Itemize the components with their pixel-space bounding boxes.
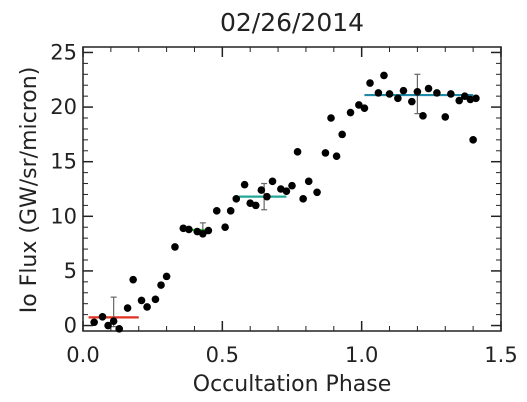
data-point — [313, 188, 321, 197]
x-axis-ticks: 0.0 0.5 1.0 1.5 — [66, 47, 518, 367]
data-point — [413, 87, 422, 96]
bin-average-segments — [88, 93, 474, 319]
data-point — [346, 108, 355, 117]
error-bars — [110, 73, 421, 328]
data-point — [399, 86, 408, 95]
data-point — [460, 92, 469, 100]
data-point — [171, 243, 179, 251]
data-point — [151, 295, 160, 304]
data-point — [157, 281, 165, 289]
data-point — [441, 113, 450, 121]
plot-frame — [82, 46, 502, 332]
data-point — [104, 321, 112, 330]
data-point — [90, 318, 98, 327]
data-point — [115, 325, 124, 333]
data-point — [321, 149, 330, 157]
data-point — [143, 303, 151, 311]
data-point — [288, 181, 296, 190]
y-tick-label: 10 — [50, 204, 77, 228]
data-point — [332, 152, 341, 161]
y-axis-label: Io Flux (GW/sr/micron) — [17, 67, 42, 314]
data-point — [251, 201, 260, 210]
data-point — [355, 101, 363, 109]
data-point — [408, 97, 416, 106]
data-point — [472, 94, 480, 103]
data-point — [221, 223, 229, 232]
data-point — [199, 229, 207, 238]
data-point — [469, 136, 477, 144]
y-tick-label: 5 — [64, 259, 77, 283]
data-point — [137, 296, 146, 305]
data-point — [98, 313, 107, 321]
x-tick-label: 1.5 — [484, 343, 517, 367]
data-point — [433, 89, 441, 97]
data-point — [282, 187, 291, 195]
data-point — [204, 226, 213, 235]
data-point — [268, 177, 277, 186]
y-tick-label: 20 — [50, 95, 77, 119]
data-point — [366, 79, 374, 87]
data-point — [374, 89, 383, 97]
y-tick-label: 0 — [64, 314, 77, 338]
data-point — [419, 112, 427, 120]
data-point — [385, 90, 394, 98]
data-point — [455, 96, 464, 105]
data-point — [123, 304, 132, 312]
data-point — [129, 275, 137, 284]
data-point — [212, 207, 221, 215]
data-point — [232, 195, 241, 203]
data-point — [424, 84, 433, 93]
data-point — [109, 317, 118, 325]
data-point — [293, 148, 302, 156]
data-point — [447, 90, 455, 98]
chart-title: 02/26/2014 — [220, 8, 364, 37]
y-tick-label: 15 — [50, 150, 77, 174]
data-point — [304, 177, 313, 186]
x-axis-label: Occultation Phase — [193, 372, 392, 397]
flux-points — [90, 71, 480, 333]
data-point — [380, 71, 388, 80]
x-tick-label: 0.5 — [206, 343, 239, 367]
data-point — [185, 225, 193, 234]
data-point — [338, 130, 346, 139]
y-tick-label: 25 — [50, 40, 77, 64]
data-point — [327, 114, 335, 122]
data-point — [360, 104, 369, 112]
data-point — [394, 94, 402, 103]
data-point — [257, 186, 266, 194]
data-point — [263, 192, 271, 201]
y-axis-ticks: 0 5 10 15 20 25 — [50, 40, 501, 338]
x-tick-label: 1.0 — [345, 343, 378, 367]
x-tick-label: 0.0 — [66, 343, 99, 367]
data-point — [240, 180, 249, 189]
data-point — [299, 195, 307, 203]
data-point — [226, 207, 235, 215]
data-point — [162, 272, 171, 281]
